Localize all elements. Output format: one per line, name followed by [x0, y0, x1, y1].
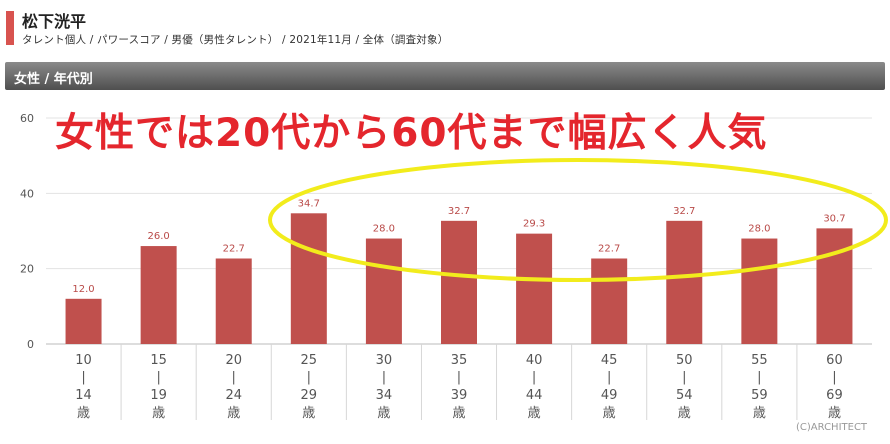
y-axis: 0 20 40 60: [20, 112, 34, 351]
bar: [741, 238, 778, 344]
x-tick-label-line: 54: [676, 388, 693, 403]
data-label: 28.0: [748, 224, 770, 235]
x-tick-label-line: |: [457, 370, 461, 385]
bar: [215, 258, 252, 344]
x-tick-label-line: |: [81, 370, 85, 385]
y-tick-label: 60: [20, 112, 34, 125]
bar: [816, 228, 853, 344]
x-tick-label-line: 34: [376, 388, 393, 403]
x-tick-label-line: |: [307, 370, 311, 385]
x-tick-label-line: 45: [601, 353, 618, 368]
data-label: 34.7: [298, 198, 320, 209]
x-tick-label-line: 歳: [302, 406, 315, 421]
x-tick-label: 30 | 34 歳: [376, 353, 393, 421]
data-label: 22.7: [223, 243, 245, 254]
x-tick-label-line: |: [382, 370, 386, 385]
x-tick-label-line: |: [532, 370, 536, 385]
x-tick-label: 10 | 14 歳: [75, 353, 92, 421]
data-label: 28.0: [373, 224, 395, 235]
x-tick-label-line: 39: [451, 388, 468, 403]
x-tick-label: 40 | 44 歳: [526, 353, 543, 421]
data-labels: 12.0 26.0 22.7 34.7 28.0 32.7 29.3 22.7 32.7 28.0…: [72, 198, 845, 295]
bar: [365, 238, 402, 344]
x-tick-label-line: 10: [75, 353, 92, 368]
y-tick-label: 0: [27, 338, 34, 351]
talent-name: 松下洸平: [22, 12, 87, 31]
x-tick-label-line: 35: [451, 353, 468, 368]
x-tick-label-line: 50: [676, 353, 693, 368]
bar: [666, 220, 703, 344]
x-tick-label: 25 | 29 歳: [301, 353, 318, 421]
bars: [65, 213, 853, 344]
x-tick-label-line: 24: [225, 388, 242, 403]
x-tick-label-line: 歳: [753, 406, 766, 421]
x-tick-label-line: |: [757, 370, 761, 385]
x-tick-label-line: 60: [826, 353, 843, 368]
x-tick-label-line: 25: [301, 353, 318, 368]
copyright-credit: (C)ARCHITECT: [796, 422, 868, 433]
x-tick-label-line: 19: [150, 388, 167, 403]
y-tick-label: 20: [20, 263, 34, 276]
data-label: 26.0: [148, 231, 170, 242]
x-tick-label-line: 歳: [227, 406, 240, 421]
header: 松下洸平 タレント個人 / パワースコア / 男優（男性タレント） / 2021…: [0, 0, 890, 60]
x-tick-label-line: 歳: [603, 406, 616, 421]
x-tick-label-line: |: [607, 370, 611, 385]
x-tick-label-line: 69: [826, 388, 843, 403]
data-label: 32.7: [673, 206, 695, 217]
x-tick-label-line: |: [232, 370, 236, 385]
data-label: 12.0: [72, 284, 94, 295]
x-tick-label: 15 | 19 歳: [150, 353, 167, 421]
x-tick-label-line: 歳: [678, 406, 691, 421]
x-tick-label: 45 | 49 歳: [601, 353, 618, 421]
x-tick-label: 55 | 59 歳: [751, 353, 768, 421]
bar: [441, 220, 477, 344]
headline-annotation: 女性では20代から60代まで幅広く人気: [55, 111, 768, 156]
bar: [591, 258, 628, 344]
x-tick-label-line: |: [832, 370, 836, 385]
data-label: 29.3: [523, 219, 545, 230]
x-tick-label-line: 歳: [828, 406, 841, 421]
x-tick-label: 20 | 24 歳: [225, 353, 242, 421]
bar: [140, 246, 177, 344]
x-tick-label-line: 歳: [528, 406, 541, 421]
x-tick-label-line: 59: [751, 388, 768, 403]
x-tick-label-line: 44: [526, 388, 543, 403]
highlight-ellipse: [268, 158, 888, 282]
bar: [290, 213, 327, 344]
x-tick-label-line: 15: [150, 353, 167, 368]
x-tick-label-line: 歳: [452, 406, 465, 421]
bar: [516, 233, 553, 344]
y-tick-label: 40: [20, 187, 34, 200]
x-tick-label: 50 | 54 歳: [676, 353, 693, 421]
x-tick-label-line: 49: [601, 388, 618, 403]
x-tick-label-line: 歳: [152, 406, 165, 421]
data-label: 30.7: [823, 213, 845, 224]
data-label: 22.7: [598, 243, 620, 254]
x-tick-label-line: 20: [225, 353, 242, 368]
x-tick-label-line: 40: [526, 353, 543, 368]
x-axis: 10 | 14 歳15 | 19 歳20 | 24 歳25 | 29 歳30 | 34 歳35 | 39 歳40 | 4…: [75, 344, 843, 421]
x-tick-label: 35 | 39 歳: [451, 353, 468, 421]
x-tick-label-line: 30: [376, 353, 393, 368]
x-tick-label-line: |: [682, 370, 686, 385]
bar: [65, 298, 102, 344]
x-tick-label-line: 29: [301, 388, 318, 403]
x-tick-label-line: 歳: [77, 406, 90, 421]
accent-bar: [6, 11, 14, 45]
data-label: 32.7: [448, 206, 470, 217]
x-tick-label: 60 | 69 歳: [826, 353, 843, 421]
x-tick-label-line: |: [156, 370, 160, 385]
section-bar: 女性 / 年代別: [5, 62, 885, 90]
breadcrumb: タレント個人 / パワースコア / 男優（男性タレント） / 2021年11月 …: [22, 34, 449, 46]
section-title: 女性 / 年代別: [14, 72, 93, 87]
x-tick-label-line: 歳: [377, 406, 390, 421]
x-tick-label-line: 55: [751, 353, 768, 368]
x-tick-label-line: 14: [75, 388, 92, 403]
